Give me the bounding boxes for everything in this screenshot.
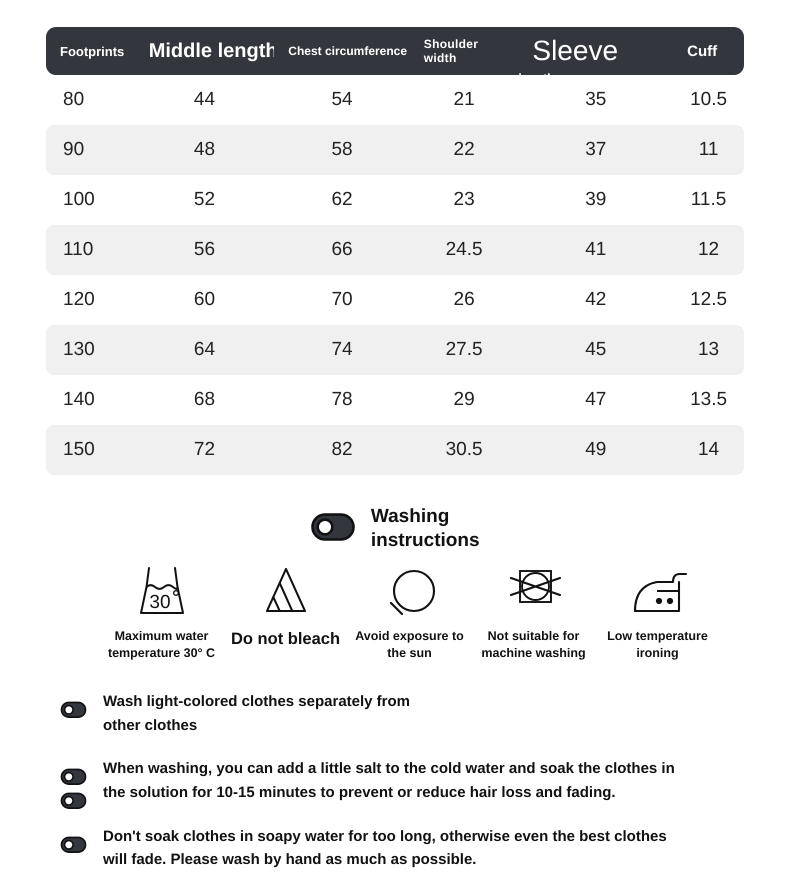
svg-text:30: 30	[149, 592, 170, 613]
